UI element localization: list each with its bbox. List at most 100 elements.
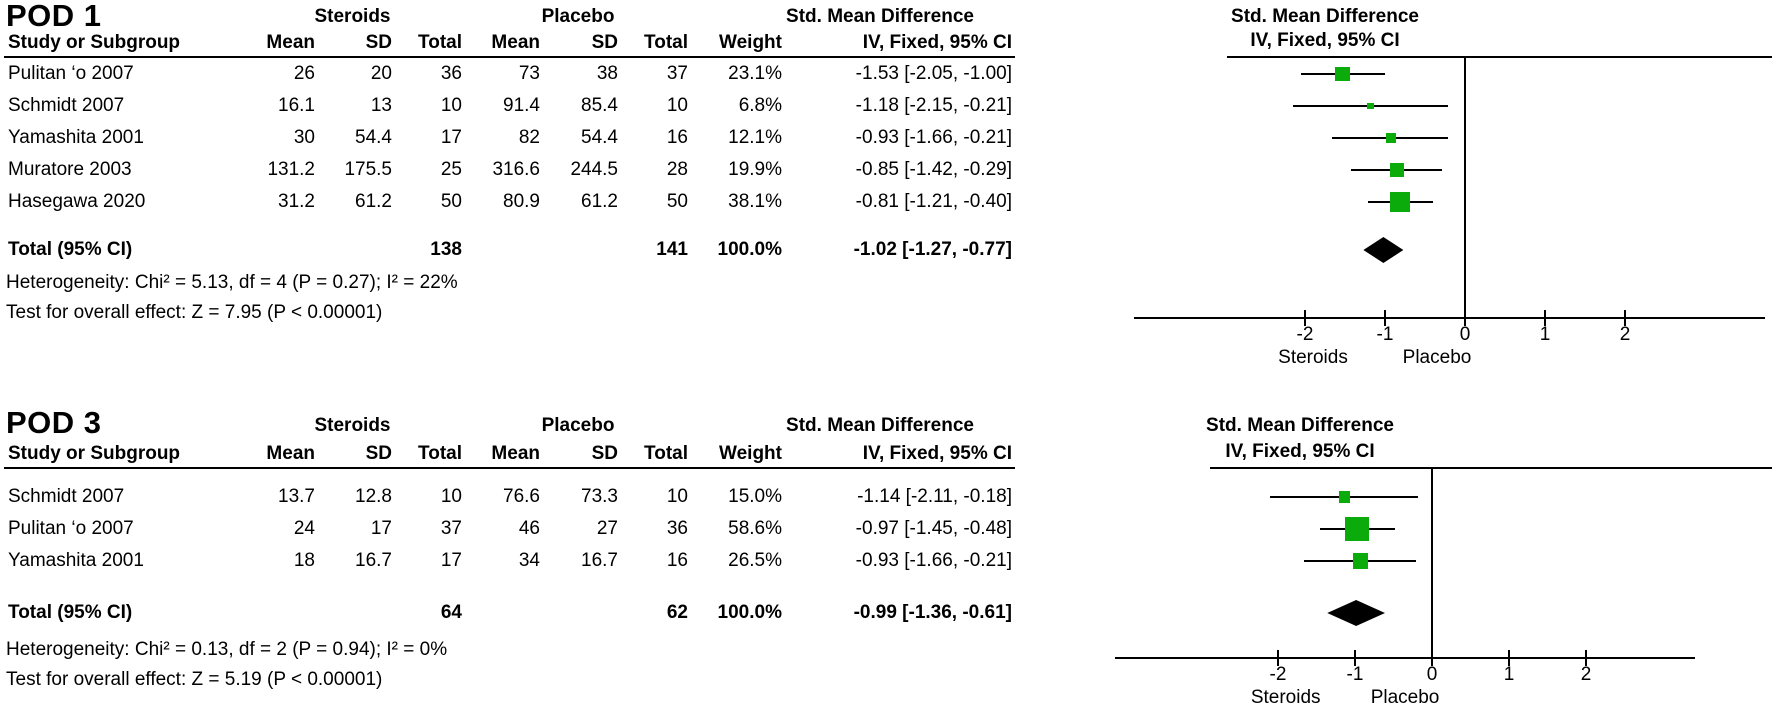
total-steroids-n-cell: 138 (430, 239, 462, 260)
column-header-row: Study or Subgroup Mean SD Total Mean SD Total W… (0, 441, 1015, 467)
column-header: Study or Subgroup (8, 32, 181, 53)
axis-line (1115, 657, 1695, 659)
plot-effect-header: Std. Mean Difference (1231, 6, 1419, 27)
plot-header-rule (1227, 56, 1772, 58)
plot-header-rule (1210, 467, 1772, 469)
heterogeneity-text: Heterogeneity: Chi² = 0.13, df = 2 (P = … (6, 639, 448, 660)
study-mean1-cell: 13.7 (278, 486, 315, 507)
effect-column-header: Std. Mean Difference (786, 415, 974, 436)
study-mean1-cell: 16.1 (278, 95, 315, 116)
axis-tick (1624, 310, 1626, 326)
study-weight-cell: 12.1% (728, 127, 782, 148)
study-name-cell: Yamashita 2001 (8, 550, 144, 571)
study-total2-cell: 10 (666, 95, 688, 116)
axis-tick (1431, 650, 1433, 666)
effect-square (1390, 192, 1410, 212)
pooled-diamond (1327, 600, 1386, 626)
study-row: Yamashita 2001 18 16.7 17 34 16.7 16 26.5% -0.93… (0, 545, 1015, 577)
overall-effect-text: Test for overall effect: Z = 7.95 (P < 0… (6, 302, 383, 323)
column-header: Mean (266, 32, 315, 53)
study-weight-cell: 38.1% (728, 191, 782, 212)
study-name-cell: Hasegawa 2020 (8, 191, 146, 212)
column-header: Total (418, 443, 462, 464)
study-row: Pulitan ‘o 2007 24 17 37 46 27 36 58.6% -0.97 [-… (0, 513, 1015, 545)
study-total2-cell: 28 (666, 159, 688, 180)
study-sd1-cell: 61.2 (355, 191, 392, 212)
study-weight-cell: 23.1% (728, 63, 782, 84)
axis-line (1134, 317, 1765, 319)
total-row: Total (95% CI) 138 141 100.0% -1.02 [-1.27, … (0, 234, 1015, 266)
study-ci_label-cell: -1.18 [-2.15, -0.21] (855, 95, 1012, 116)
axis-tick (1354, 650, 1356, 666)
study-row: Schmidt 2007 16.1 13 10 91.4 85.4 10 6.8% -1.18 … (0, 90, 1015, 122)
study-total1-cell: 17 (440, 127, 462, 148)
column-header: SD (591, 443, 618, 464)
empty-cell (240, 234, 318, 266)
tick-label: 0 (1459, 324, 1471, 345)
study-sd2-cell: 61.2 (581, 191, 618, 212)
study-row: Pulitan ‘o 2007 26 20 36 73 38 37 23.1% -1.53 [-… (0, 58, 1015, 90)
study-sd1-cell: 12.8 (355, 486, 392, 507)
study-weight-cell: 6.8% (738, 95, 782, 116)
column-header: Study or Subgroup (8, 443, 181, 464)
heterogeneity-text: Heterogeneity: Chi² = 5.13, df = 4 (P = … (6, 272, 458, 293)
study-sd1-cell: 16.7 (355, 550, 392, 571)
group-header-placebo: Placebo (541, 415, 615, 436)
study-ci_label-cell: -0.85 [-1.42, -0.29] (855, 159, 1012, 180)
axis-tick (1544, 310, 1546, 326)
axis-tick (1585, 650, 1587, 666)
effect-square (1352, 553, 1369, 569)
study-name-cell: Pulitan ‘o 2007 (8, 518, 134, 539)
axis-left-group-label: Steroids (1250, 687, 1321, 708)
column-header-row: Study or Subgroup Mean SD Total Mean SD Total W… (0, 30, 1015, 56)
study-total1-cell: 50 (440, 191, 462, 212)
forest-plot-panel: Std. Mean Difference IV, Fixed, 95% CI -2 -… (1015, 363, 1772, 726)
column-header: Total (644, 32, 688, 53)
total-placebo-n-cell: 62 (666, 602, 688, 623)
column-header: IV, Fixed, 95% CI (862, 443, 1012, 464)
study-mean2-cell: 82 (518, 127, 540, 148)
study-total1-cell: 10 (440, 486, 462, 507)
column-header: Mean (491, 32, 540, 53)
total-weight-cell: 100.0% (717, 239, 782, 260)
column-header: IV, Fixed, 95% CI (862, 32, 1012, 53)
header-rule (4, 467, 1015, 469)
axis-tick (1277, 650, 1279, 666)
study-total1-cell: 17 (440, 550, 462, 571)
effect-square (1385, 133, 1396, 143)
effect-square (1390, 163, 1404, 177)
study-ci_label-cell: -1.14 [-2.11, -0.18] (857, 486, 1012, 507)
column-header: Total (418, 32, 462, 53)
tick-label: -2 (1296, 324, 1314, 345)
study-total2-cell: 16 (666, 127, 688, 148)
study-ci_label-cell: -0.93 [-1.66, -0.21] (855, 550, 1012, 571)
column-header: SD (365, 443, 392, 464)
empty-cell (543, 234, 621, 266)
axis-right-group-label: Placebo (1402, 347, 1472, 368)
total-steroids-n-cell: 64 (440, 602, 462, 623)
study-sd1-cell: 13 (370, 95, 392, 116)
axis-left-group-label: Steroids (1278, 347, 1348, 368)
study-total2-cell: 16 (666, 550, 688, 571)
study-mean1-cell: 31.2 (278, 191, 315, 212)
study-weight-cell: 15.0% (728, 486, 782, 507)
study-sd2-cell: 85.4 (581, 95, 618, 116)
empty-cell (240, 597, 318, 629)
study-weight-cell: 26.5% (728, 550, 782, 571)
axis-tick (1508, 650, 1510, 666)
column-header: Weight (719, 443, 782, 464)
total-ci-cell: -0.99 [-1.36, -0.61] (853, 602, 1012, 623)
pod-section: POD 3 Steroids Placebo Std. Mean Difference… (0, 363, 1772, 726)
study-row: Schmidt 2007 13.7 12.8 10 76.6 73.3 10 15.0% -1.… (0, 481, 1015, 513)
study-name-cell: Pulitan ‘o 2007 (8, 63, 134, 84)
study-mean1-cell: 18 (293, 550, 315, 571)
study-row: Yamashita 2001 30 54.4 17 82 54.4 16 12.1% -0.93… (0, 122, 1015, 154)
study-weight-cell: 19.9% (728, 159, 782, 180)
total-row: Total (95% CI) 64 62 100.0% -0.99 [-1.36, -0… (0, 597, 1015, 629)
study-sd2-cell: 54.4 (581, 127, 618, 148)
tick-label: 0 (1426, 664, 1438, 685)
header-rule (4, 56, 1015, 58)
total-label-cell: Total (95% CI) (8, 602, 133, 623)
study-total2-cell: 50 (666, 191, 688, 212)
